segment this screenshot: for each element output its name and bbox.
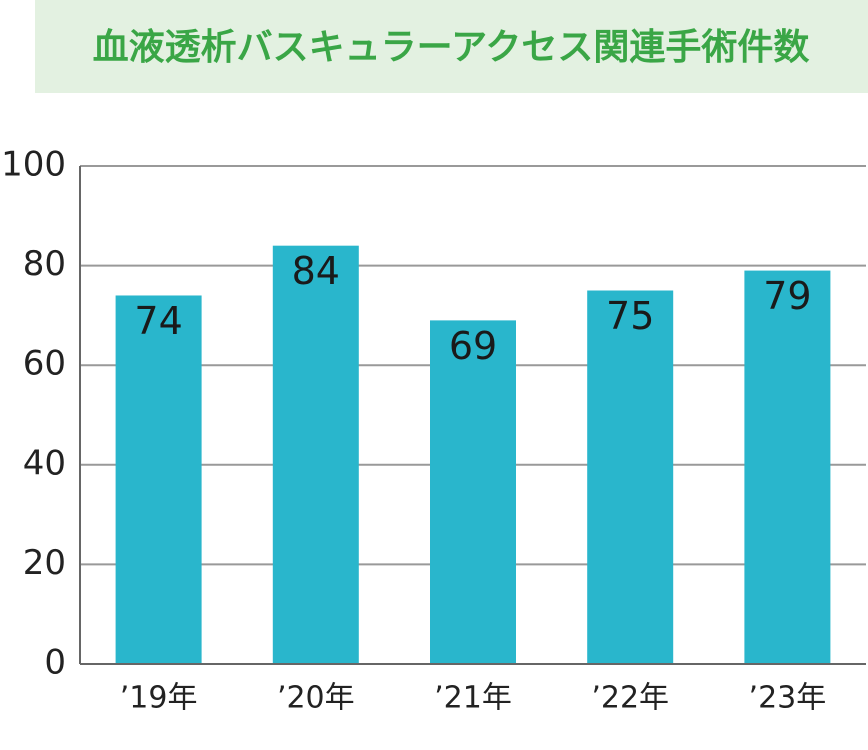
y-tick-label: 40 (23, 443, 66, 483)
y-tick-label: 60 (23, 344, 66, 384)
y-tick-label: 20 (23, 543, 66, 583)
data-label: 79 (763, 274, 811, 318)
x-tick-label: ’23年 (749, 681, 827, 716)
data-label: 74 (134, 299, 182, 343)
y-tick-label: 80 (23, 244, 66, 284)
x-tick-label: ’20年 (277, 681, 355, 716)
title-banner (35, 0, 868, 93)
y-tick-label: 0 (44, 643, 66, 683)
bar (272, 245, 359, 664)
bar (430, 320, 516, 664)
data-label: 75 (606, 294, 654, 338)
y-tick-label: 100 (1, 145, 66, 185)
bar (744, 270, 831, 664)
x-tick-label: ’21年 (434, 681, 512, 716)
x-tick-label: ’22年 (591, 681, 669, 716)
chart-title: 血液透析バスキュラーアクセス関連手術件数 (93, 27, 810, 68)
bar (587, 290, 674, 664)
data-label: 84 (292, 249, 340, 293)
bar (115, 295, 202, 664)
data-label: 69 (449, 324, 497, 368)
x-tick-label: ’19年 (120, 681, 198, 716)
